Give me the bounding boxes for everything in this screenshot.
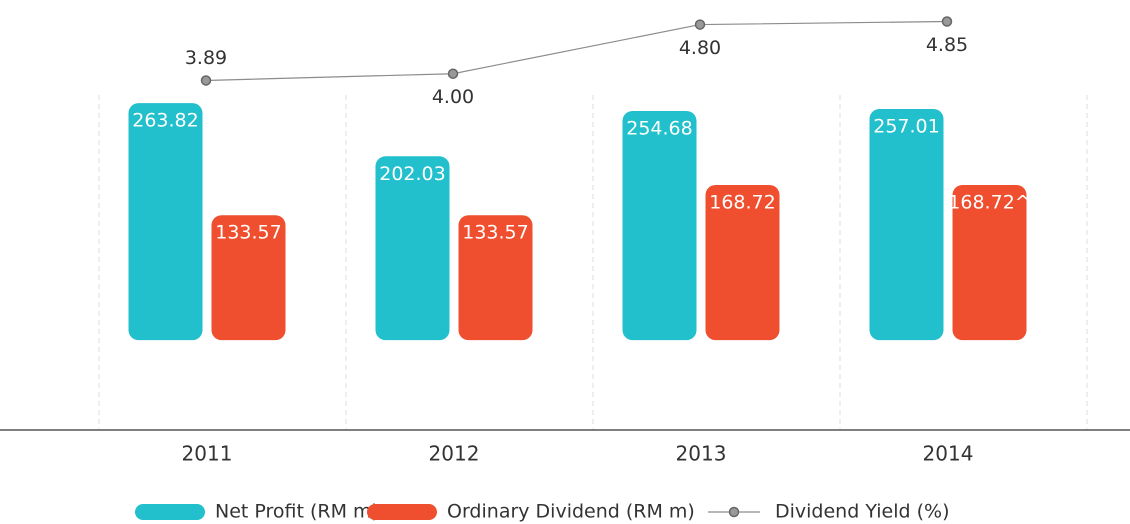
- value-label: 4.85: [926, 34, 968, 56]
- line-marker: [447, 68, 459, 79]
- value-label: 4.00: [432, 86, 474, 108]
- value-label: 257.01: [873, 115, 939, 137]
- legend-label: Ordinary Dividend (RM m): [447, 501, 695, 523]
- value-label: 168.72^: [948, 191, 1030, 213]
- value-label: 263.82: [132, 110, 198, 132]
- x-tick-label: 2012: [429, 442, 480, 466]
- line: [205, 20, 948, 82]
- value-label: 254.68: [626, 118, 692, 140]
- legend-marker: [728, 506, 740, 518]
- legend-swatch: [367, 504, 437, 520]
- line-marker: [941, 16, 953, 27]
- bar: [211, 215, 286, 341]
- bar: [458, 215, 533, 341]
- bar: [375, 156, 450, 341]
- bar: [952, 184, 1027, 341]
- line-marker: [694, 19, 706, 30]
- value-label: 168.72: [709, 191, 775, 213]
- bar: [622, 111, 697, 341]
- x-tick-label: 2014: [923, 442, 974, 466]
- value-label: 3.89: [185, 47, 227, 69]
- x-tick-label: 2011: [182, 442, 233, 466]
- bar: [128, 103, 203, 341]
- x-tick-label: 2013: [676, 442, 727, 466]
- value-label: 4.80: [679, 37, 721, 59]
- value-label: 133.57: [215, 222, 281, 244]
- bar: [705, 184, 780, 341]
- legend-swatch: [135, 504, 205, 520]
- axis-cover: [0, 430, 1130, 442]
- bar: [869, 108, 944, 341]
- value-label: 133.57: [462, 222, 528, 244]
- line-marker: [200, 75, 212, 86]
- legend-label: Net Profit (RM m): [215, 501, 379, 523]
- legend-label: Dividend Yield (%): [775, 501, 949, 523]
- value-label: 202.03: [379, 163, 445, 185]
